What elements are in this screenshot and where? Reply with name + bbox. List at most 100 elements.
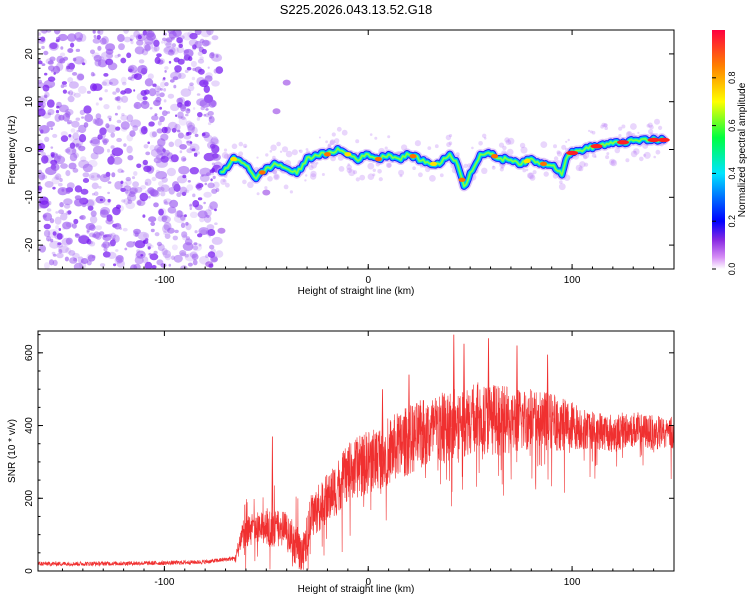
- noise-blob: [192, 259, 198, 266]
- noise-blob: [38, 100, 44, 107]
- noise-blob: [197, 51, 203, 56]
- noise-blob: [186, 184, 194, 191]
- noise-blob: [208, 234, 211, 238]
- noise-blob: [86, 260, 92, 266]
- ridge-halo: [603, 123, 608, 128]
- noise-blob: [80, 156, 87, 162]
- noise-blob: [99, 198, 103, 202]
- noise-blob: [184, 253, 189, 258]
- noise-blob: [46, 121, 55, 128]
- noise-blob: [157, 243, 165, 251]
- noise-blob: [77, 73, 85, 81]
- noise-blob: [48, 201, 52, 206]
- noise-blob: [140, 90, 147, 96]
- x-tick-label: 0: [365, 577, 371, 588]
- noise-blob: [168, 155, 177, 163]
- noise-blob: [103, 104, 110, 110]
- noise-blob: [70, 42, 75, 48]
- noise-blob: [128, 191, 136, 198]
- ridge-halo: [355, 139, 360, 144]
- ridge-halo: [527, 172, 534, 179]
- noise-blob: [148, 121, 155, 127]
- noise-blob: [171, 36, 175, 41]
- noise-blob: [55, 153, 58, 156]
- noise-blob: [191, 76, 196, 81]
- noise-blob: [134, 240, 146, 249]
- ridge-halo: [507, 137, 515, 145]
- ridge-halo: [315, 161, 319, 165]
- noise-blob: [87, 205, 94, 211]
- noise-blob: [101, 138, 109, 144]
- noise-blob: [203, 113, 207, 117]
- ridge-halo: [492, 165, 495, 168]
- noise-blob: [40, 151, 46, 157]
- noise-blob: [67, 77, 74, 83]
- noise-blob: [211, 162, 216, 166]
- noise-blob: [98, 185, 102, 189]
- noise-blob: [189, 167, 199, 175]
- x-tick-label: 100: [564, 577, 581, 588]
- noise-blob: [110, 232, 116, 240]
- noise-blob: [61, 237, 72, 246]
- noise-blob: [123, 36, 132, 43]
- ridge-halo: [304, 179, 307, 182]
- noise-blob: [160, 184, 170, 193]
- ridge-halo: [506, 148, 514, 156]
- noise-blob: [90, 210, 97, 217]
- snr-spike: [546, 354, 549, 429]
- noise-blob: [107, 62, 118, 71]
- noise-blob: [116, 119, 122, 124]
- noise-blob: [184, 100, 191, 107]
- ridge-halo: [355, 177, 360, 182]
- noise-blob: [133, 101, 142, 110]
- noise-blob: [62, 221, 72, 230]
- noise-blob: [129, 186, 139, 195]
- noise-blob: [136, 163, 142, 169]
- ridge-halo: [579, 161, 586, 168]
- noise-blob: [107, 198, 111, 203]
- noise-blob: [112, 206, 121, 216]
- ridge-halo: [621, 124, 626, 129]
- noise-blob: [163, 201, 169, 206]
- ridge-halo: [336, 126, 342, 132]
- noise-blob: [38, 59, 42, 65]
- noise-blob: [163, 99, 167, 103]
- ridge-hotspot: [491, 154, 499, 159]
- noise-blob: [213, 161, 223, 170]
- noise-blob: [107, 251, 117, 259]
- ridge-halo: [269, 150, 273, 153]
- ridge-halo: [256, 156, 259, 159]
- noise-blob: [43, 229, 51, 237]
- noise-blob: [60, 52, 66, 57]
- noise-blob: [144, 178, 152, 186]
- ridge-halo: [627, 131, 631, 136]
- noise-blob: [182, 32, 192, 41]
- noise-blob: [215, 66, 224, 74]
- noise-blob: [59, 178, 63, 182]
- noise-blob: [192, 67, 197, 72]
- noise-blob: [161, 215, 171, 223]
- noise-blob: [177, 111, 184, 119]
- noise-blob: [39, 196, 49, 205]
- y-tick-label: 0: [24, 568, 35, 574]
- noise-blob: [167, 227, 175, 234]
- noise-blob: [38, 82, 45, 89]
- noise-blob: [78, 134, 87, 143]
- noise-blob: [160, 88, 163, 91]
- noise-blob: [196, 116, 201, 121]
- snr-axes: -100 0 100 0 200 400 600: [24, 331, 675, 588]
- ridge-halo: [283, 184, 289, 190]
- noise-blob: [108, 117, 112, 122]
- colorbar-tick-label: 0.4: [727, 167, 737, 180]
- noise-blob: [104, 89, 108, 93]
- ridge-halo: [265, 153, 269, 157]
- noise-blob: [56, 252, 64, 259]
- noise-blob: [78, 124, 87, 134]
- noise-blob: [92, 192, 95, 196]
- noise-blob: [106, 124, 117, 133]
- noise-blob: [211, 35, 219, 41]
- y-tick-label: 600: [24, 344, 35, 361]
- noise-blob: [46, 99, 55, 108]
- noise-blob: [70, 91, 76, 97]
